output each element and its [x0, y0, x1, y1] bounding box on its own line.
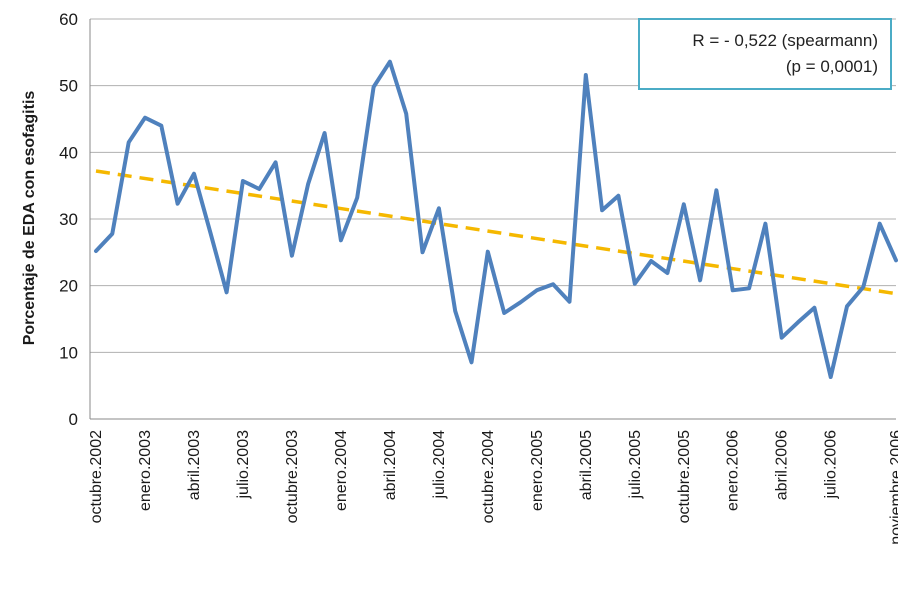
x-tick-label: noviembre.2006 [888, 430, 898, 545]
x-tick-label: julio.2005 [627, 430, 644, 500]
x-tick-label: octubre.2002 [88, 430, 105, 524]
x-tick-label: enero.2005 [529, 430, 546, 511]
data-point [372, 85, 376, 89]
data-point [192, 172, 196, 176]
correlation-annotation: R = - 0,522 (spearmann) (p = 0,0001) [638, 18, 892, 90]
data-point [208, 230, 212, 234]
series-line-esofagitis [94, 59, 898, 379]
x-tick-label: abril.2003 [186, 430, 203, 500]
x-tick-label: abril.2004 [382, 430, 399, 500]
x-tick-label: julio.2003 [235, 430, 252, 500]
data-point [110, 232, 114, 236]
data-point [584, 73, 588, 77]
data-point [698, 278, 702, 282]
data-point [470, 360, 474, 364]
x-tick-label: enero.2003 [137, 430, 154, 511]
y-tick-label: 0 [69, 410, 78, 429]
data-point [127, 140, 131, 144]
annotation-line-2: (p = 0,0001) [785, 57, 878, 76]
data-point [649, 259, 653, 263]
data-point [600, 208, 604, 212]
data-point [616, 194, 620, 198]
data-point [274, 160, 278, 164]
y-axis-ticks: 0 10 20 30 40 50 60 [59, 10, 78, 429]
y-tick-label: 30 [59, 210, 78, 229]
x-tick-label: enero.2006 [725, 430, 742, 511]
x-tick-label: enero.2004 [333, 430, 350, 511]
data-point [796, 320, 800, 324]
data-point [763, 222, 767, 226]
y-axis-label: Porcentaje de EDA con esofagitis [21, 91, 38, 346]
y-tick-label: 60 [59, 10, 78, 29]
data-point [94, 249, 98, 253]
data-point [241, 179, 245, 183]
y-tick-label: 50 [59, 77, 78, 96]
x-tick-label: abril.2005 [578, 430, 595, 500]
data-point [143, 116, 147, 120]
data-point [780, 336, 784, 340]
data-point [486, 250, 490, 254]
data-point [682, 202, 686, 206]
x-tick-label: octubre.2005 [676, 430, 693, 524]
x-tick-label: abril.2006 [774, 430, 791, 500]
data-point [812, 306, 816, 310]
data-point [633, 282, 637, 286]
data-point [159, 124, 163, 128]
data-point [829, 375, 833, 379]
data-point [731, 288, 735, 292]
trend-line [95, 169, 897, 296]
data-point [861, 285, 865, 289]
data-point [551, 282, 555, 286]
data-point [306, 182, 310, 186]
data-point [453, 309, 457, 313]
data-point [665, 271, 669, 275]
data-point [323, 131, 327, 135]
data-point [290, 254, 294, 258]
x-tick-label: julio.2004 [431, 430, 448, 500]
y-tick-label: 40 [59, 143, 78, 162]
x-tick-label: octubre.2003 [284, 430, 301, 524]
y-tick-label: 10 [59, 343, 78, 362]
data-point [567, 300, 571, 304]
data-point [518, 300, 522, 304]
data-point [747, 286, 751, 290]
data-point [845, 304, 849, 308]
data-point [355, 196, 359, 200]
data-point [404, 112, 408, 116]
data-point [339, 238, 343, 242]
x-tick-label: octubre.2004 [480, 430, 497, 524]
x-tick-label: julio.2006 [823, 430, 840, 500]
y-tick-label: 20 [59, 277, 78, 296]
data-point [894, 258, 898, 262]
data-point [225, 290, 229, 294]
data-point [176, 202, 180, 206]
data-point [437, 206, 441, 210]
data-point [388, 60, 392, 64]
x-axis-ticks: octubre.2002 enero.2003 abril.2003 julio.20… [88, 430, 898, 545]
data-point [257, 187, 261, 191]
series-layer [94, 59, 898, 379]
data-point [535, 288, 539, 292]
annotation-line-1: R = - 0,522 (spearmann) [692, 31, 878, 50]
data-point [878, 222, 882, 226]
data-point [502, 311, 506, 315]
data-point [714, 188, 718, 192]
data-point [421, 250, 425, 254]
